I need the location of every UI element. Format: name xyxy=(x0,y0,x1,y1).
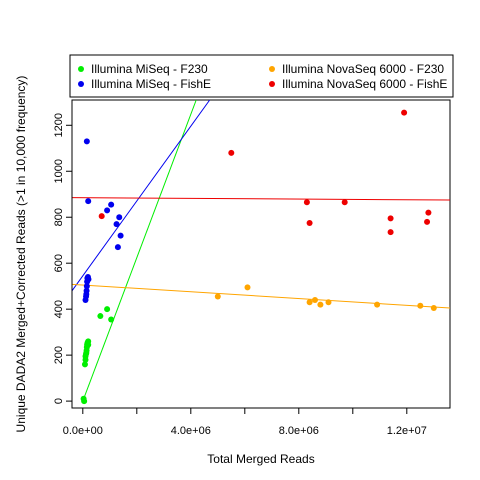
x-tick-label: 1.2e+07 xyxy=(387,425,427,437)
point-novaseq-f230 xyxy=(306,299,313,306)
y-tick-label: 200 xyxy=(53,346,65,364)
legend-marker-miseq-f230 xyxy=(78,66,84,72)
point-novaseq-f230 xyxy=(325,299,332,306)
x-axis: 0.0e+00 4.0e+06 8.0e+06 1.2e+07 xyxy=(63,407,427,437)
legend-marker-novaseq-f230 xyxy=(269,66,275,72)
point-miseq-fishe xyxy=(104,207,111,214)
point-miseq-fishe xyxy=(83,287,90,294)
point-miseq-fishe xyxy=(83,283,90,290)
y-tick-label: 800 xyxy=(53,208,65,226)
point-novaseq-f230 xyxy=(430,305,437,312)
y-tick-label: 600 xyxy=(53,254,65,272)
point-miseq-fishe xyxy=(117,232,124,239)
trend-line-novaseq-fishe xyxy=(71,197,451,201)
point-miseq-f230 xyxy=(81,361,88,368)
point-novaseq-fishe xyxy=(228,149,235,156)
point-novaseq-fishe xyxy=(341,199,348,206)
y-tick-label: 400 xyxy=(53,300,65,318)
point-miseq-fishe xyxy=(108,201,115,208)
point-novaseq-fishe xyxy=(387,215,394,222)
point-novaseq-f230 xyxy=(317,301,324,308)
legend-label-novaseq-fishe: Illumina NovaSeq 6000 - FishE xyxy=(282,77,447,91)
legend-marker-novaseq-fishe xyxy=(269,81,275,87)
point-novaseq-fishe xyxy=(425,209,432,216)
trend-line-miseq-fishe xyxy=(71,99,211,292)
x-tick-label: 8.0e+06 xyxy=(279,425,319,437)
point-novaseq-fishe xyxy=(303,199,310,206)
legend-label-miseq-fishe: Illumina MiSeq - FishE xyxy=(91,77,211,91)
point-miseq-fishe xyxy=(83,138,90,145)
point-novaseq-f230 xyxy=(244,284,251,291)
point-miseq-f230 xyxy=(97,313,104,320)
point-miseq-f230 xyxy=(108,316,115,323)
point-novaseq-f230 xyxy=(374,301,381,308)
legend-label-miseq-f230: Illumina MiSeq - F230 xyxy=(91,62,208,76)
trend-line-miseq-f230 xyxy=(82,99,197,402)
legend-label-novaseq-f230: Illumina NovaSeq 6000 - F230 xyxy=(282,62,444,76)
y-axis-title: Unique DADA2 Merged+Corrected Reads (>1 … xyxy=(14,76,28,433)
point-novaseq-fishe xyxy=(98,213,105,220)
x-tick-label: 4.0e+06 xyxy=(171,425,211,437)
point-miseq-f230 xyxy=(104,306,111,313)
legend-marker-miseq-fishe xyxy=(78,81,84,87)
point-miseq-fishe xyxy=(116,214,123,221)
point-miseq-fishe xyxy=(113,221,120,228)
point-novaseq-fishe xyxy=(387,229,394,236)
y-tick-label: 0 xyxy=(53,398,65,404)
point-novaseq-fishe xyxy=(424,218,431,225)
point-miseq-f230 xyxy=(85,341,92,348)
plot-area-border xyxy=(71,99,451,409)
trend-line-novaseq-f230 xyxy=(71,283,451,309)
point-novaseq-fishe xyxy=(401,109,408,116)
trend-lines xyxy=(71,99,451,402)
legend: Illumina MiSeq - F230 Illumina MiSeq - F… xyxy=(69,54,454,98)
x-tick-label: 0.0e+00 xyxy=(63,425,103,437)
x-axis-title: Total Merged Reads xyxy=(207,452,314,466)
point-novaseq-fishe xyxy=(306,219,313,226)
data-points xyxy=(80,109,437,405)
legend-box xyxy=(69,54,454,98)
point-novaseq-f230 xyxy=(417,302,424,309)
point-novaseq-f230 xyxy=(214,293,221,300)
point-miseq-fishe xyxy=(114,244,121,251)
point-miseq-fishe xyxy=(85,276,92,283)
y-tick-label: 1000 xyxy=(53,159,65,183)
y-tick-label: 1200 xyxy=(53,113,65,137)
point-miseq-f230 xyxy=(81,398,88,405)
point-miseq-fishe xyxy=(85,198,92,205)
point-novaseq-f230 xyxy=(312,296,318,303)
y-axis: 0 200 400 600 800 1000 1200 xyxy=(53,113,73,404)
